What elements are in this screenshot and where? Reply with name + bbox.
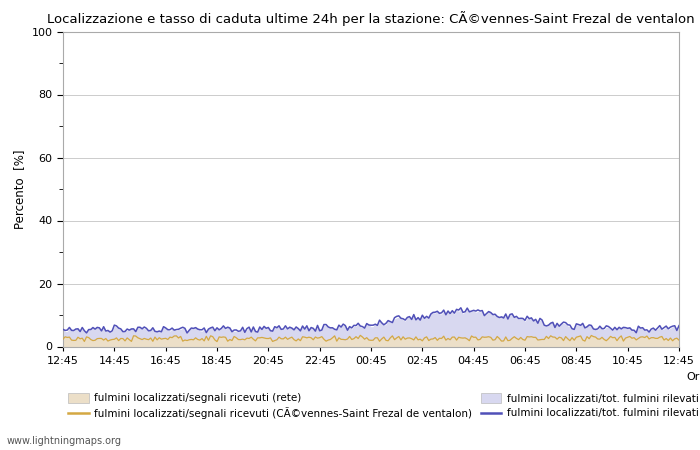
Text: Orario: Orario [686,372,700,382]
Title: Localizzazione e tasso di caduta ultime 24h per la stazione: CÃ©vennes-Saint Fre: Localizzazione e tasso di caduta ultime … [47,11,695,26]
Y-axis label: Percento  [%]: Percento [%] [13,149,26,229]
Text: www.lightningmaps.org: www.lightningmaps.org [7,436,122,446]
Legend: fulmini localizzati/segnali ricevuti (rete), fulmini localizzati/segnali ricevut: fulmini localizzati/segnali ricevuti (re… [68,393,700,419]
